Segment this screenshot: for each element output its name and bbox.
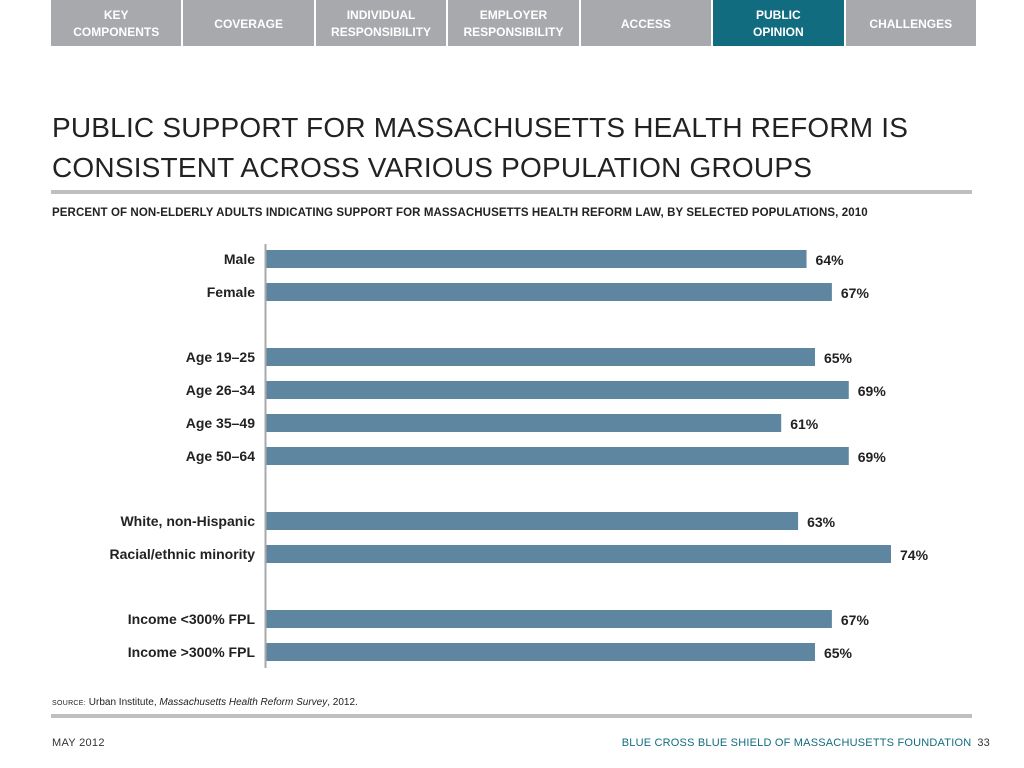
value-label: 61% <box>790 416 819 432</box>
category-label: Age 35–49 <box>186 415 255 431</box>
bar <box>266 643 815 661</box>
value-label: 65% <box>824 645 853 661</box>
source-title: Massachusetts Health Reform Survey <box>159 697 328 708</box>
source-note: SOURCE: Urban Institute, Massachusetts H… <box>52 697 358 708</box>
value-label: 63% <box>807 514 836 530</box>
support-bar-chart: Male 64% Female 67% Age 19–25 65% Age 26–34 69%… <box>110 244 929 668</box>
bar <box>266 348 815 366</box>
category-label: Male <box>224 251 255 267</box>
bar <box>266 381 849 399</box>
page-number: 33 <box>977 737 990 749</box>
value-label: 64% <box>816 252 845 268</box>
source-year: , 2012. <box>327 697 358 708</box>
value-label: 74% <box>900 547 929 563</box>
category-label: Income <300% FPL <box>128 611 256 627</box>
category-label: Income >300% FPL <box>128 644 256 660</box>
section-nav: KEY COMPONENTS COVERAGE INDIVIDUAL RESPONS… <box>51 0 976 46</box>
bar <box>266 610 832 628</box>
footer-org: BLUE CROSS BLUE SHIELD OF MASSACHUSETTS … <box>622 737 990 749</box>
category-label: Age 19–25 <box>186 349 255 365</box>
tab-key-components[interactable]: KEY COMPONENTS <box>51 0 182 46</box>
category-label: Age 26–34 <box>186 382 255 398</box>
bar <box>266 283 832 301</box>
category-label: White, non-Hispanic <box>120 513 255 529</box>
footer-org-name: BLUE CROSS BLUE SHIELD OF MASSACHUSETTS … <box>621 737 972 749</box>
bar <box>266 447 849 465</box>
tab-access[interactable]: ACCESS <box>580 0 712 46</box>
title-divider <box>51 190 972 194</box>
value-label: 67% <box>841 612 870 628</box>
footer-divider <box>51 714 972 718</box>
tab-employer-responsibility[interactable]: EMPLOYER RESPONSIBILITY <box>448 0 579 46</box>
category-label: Female <box>207 284 255 300</box>
tab-challenges[interactable]: CHALLENGES <box>845 0 976 46</box>
bar <box>266 512 799 530</box>
value-label: 65% <box>824 350 853 366</box>
tab-individual-responsibility[interactable]: INDIVIDUAL RESPONSIBILITY <box>315 0 447 46</box>
tab-coverage[interactable]: COVERAGE <box>183 0 314 46</box>
bar <box>266 545 891 563</box>
footer-date: MAY 2012 <box>52 737 105 749</box>
tab-public-opinion[interactable]: PUBLIC OPINION <box>713 0 844 46</box>
source-label: SOURCE: <box>52 700 86 707</box>
value-label: 67% <box>841 285 870 301</box>
category-label: Racial/ethnic minority <box>110 546 256 562</box>
value-label: 69% <box>858 383 887 399</box>
source-org: Urban Institute, <box>88 697 160 708</box>
bar <box>266 414 782 432</box>
chart-subtitle: PERCENT OF NON-ELDERLY ADULTS INDICATING… <box>52 207 868 219</box>
slide-title: PUBLIC SUPPORT FOR MASSACHUSETTS HEALTH … <box>52 112 909 183</box>
bar <box>266 250 807 268</box>
category-label: Age 50–64 <box>186 448 255 464</box>
value-label: 69% <box>858 449 887 465</box>
